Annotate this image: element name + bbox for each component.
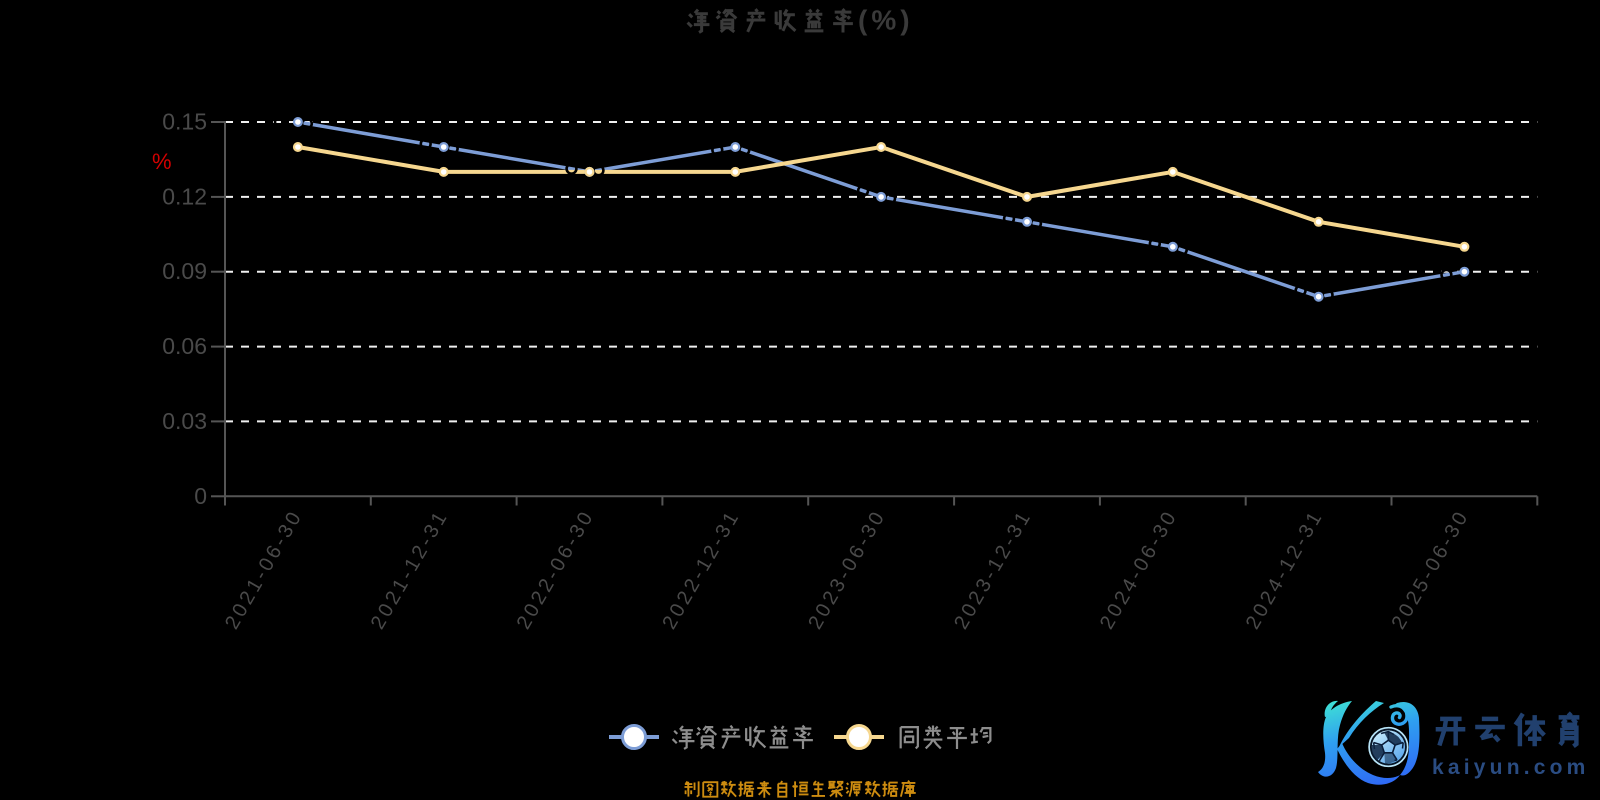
svg-text:0.06: 0.06 [162,333,207,359]
svg-text:(%): (%) [858,5,914,36]
svg-text:%: % [152,149,172,174]
svg-text:kaiyun.com: kaiyun.com [1432,756,1590,779]
svg-text:0.09: 0.09 [162,258,207,284]
svg-text:0.12: 0.12 [162,183,207,209]
svg-text:0: 0 [194,483,207,509]
svg-text:0.03: 0.03 [162,408,207,434]
svg-text:0.15: 0.15 [162,109,207,135]
